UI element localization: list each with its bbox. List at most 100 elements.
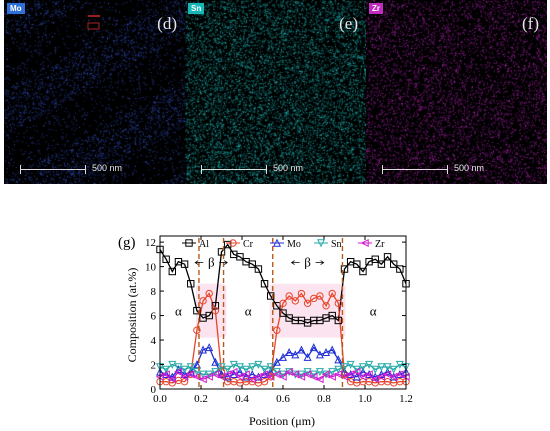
data-point-al bbox=[217, 248, 226, 256]
phase-label: α bbox=[175, 304, 182, 319]
data-point-zr bbox=[315, 375, 324, 384]
data-point-al bbox=[359, 267, 367, 276]
beta-arrow-left bbox=[290, 260, 300, 265]
data-point-cr bbox=[285, 292, 293, 300]
data-point-zr bbox=[309, 372, 318, 381]
data-point-al bbox=[223, 240, 232, 249]
data-point-al bbox=[168, 267, 177, 276]
data-point-zr bbox=[340, 372, 349, 381]
zr-map-image bbox=[366, 0, 547, 184]
data-point-mo bbox=[291, 350, 300, 359]
scale-bar: 500 nm bbox=[197, 163, 347, 177]
data-point-sn bbox=[229, 360, 238, 369]
data-point-mo bbox=[278, 352, 288, 361]
data-point-zr bbox=[377, 372, 386, 381]
data-point-al bbox=[279, 309, 287, 317]
data-point-mo bbox=[315, 350, 324, 359]
data-point-cr bbox=[205, 289, 213, 298]
data-point-mo bbox=[303, 352, 312, 361]
data-point-sn bbox=[168, 360, 177, 369]
data-point-mo bbox=[352, 372, 361, 381]
zr-map-tag: Zr bbox=[369, 3, 383, 14]
legend-marker-cr bbox=[229, 239, 237, 247]
data-point-mo bbox=[285, 347, 294, 356]
data-point-mo bbox=[328, 345, 337, 354]
data-point-cr bbox=[316, 292, 324, 300]
data-point-sn bbox=[199, 370, 208, 379]
data-point-mo bbox=[211, 357, 220, 366]
data-point-mo bbox=[254, 372, 263, 381]
x-tick-label: 0.0 bbox=[153, 393, 167, 405]
data-point-sn bbox=[254, 360, 263, 369]
data-point-zr bbox=[272, 370, 281, 379]
data-point-sn bbox=[334, 365, 343, 374]
data-point-sn bbox=[174, 363, 183, 372]
data-point-cr bbox=[211, 306, 220, 315]
legend-marker-al bbox=[185, 239, 193, 247]
data-point-cr bbox=[193, 326, 201, 334]
zr-map-panel: Zr (f) 500 nm bbox=[366, 0, 547, 184]
phase-label: α bbox=[245, 304, 252, 319]
mo-map-panel: Mo (d) 500 nm bbox=[4, 0, 185, 184]
y-tick-label: 2 bbox=[151, 360, 157, 372]
data-point-sn bbox=[260, 365, 269, 374]
data-point-sn bbox=[285, 368, 294, 377]
data-point-al bbox=[267, 292, 275, 300]
series-markers bbox=[155, 240, 411, 387]
legend: Al Cr Mo Sn Zr bbox=[182, 238, 385, 250]
data-point-cr bbox=[303, 299, 312, 308]
data-point-zr bbox=[260, 370, 269, 379]
data-point-mo bbox=[346, 369, 355, 379]
data-point-al bbox=[211, 302, 220, 310]
data-point-mo bbox=[192, 360, 201, 369]
data-point-zr bbox=[383, 370, 392, 379]
data-point-cr bbox=[260, 377, 269, 386]
data-point-al bbox=[236, 253, 244, 261]
legend-marker-mo bbox=[272, 238, 282, 247]
data-point-al bbox=[396, 265, 404, 273]
data-point-mo bbox=[260, 369, 269, 379]
data-point-zr bbox=[303, 370, 312, 379]
data-point-sn bbox=[242, 365, 251, 374]
y-tick-label: 4 bbox=[151, 335, 157, 347]
data-point-mo bbox=[395, 369, 404, 379]
data-point-zr bbox=[186, 370, 195, 379]
data-point-mo bbox=[322, 347, 331, 356]
data-point-zr bbox=[364, 370, 373, 379]
legend-label-al: Al bbox=[199, 239, 209, 250]
mo-map-image bbox=[4, 0, 185, 184]
phase-label: β bbox=[304, 255, 311, 270]
data-point-mo bbox=[272, 357, 281, 366]
data-point-zr bbox=[211, 370, 220, 379]
data-point-sn bbox=[162, 365, 171, 374]
data-point-sn bbox=[389, 365, 398, 374]
beta-highlight bbox=[195, 283, 227, 338]
data-point-cr bbox=[273, 326, 281, 334]
data-point-sn bbox=[322, 370, 331, 379]
data-point-sn bbox=[248, 363, 257, 372]
legend-label-mo: Mo bbox=[287, 239, 301, 250]
phase-annotations: α β α β α bbox=[175, 255, 377, 319]
sn-map-image bbox=[185, 0, 366, 184]
data-point-zr bbox=[278, 372, 287, 381]
composition-line-chart: 0.0 0.2 0.4 0.6 0.8 1.0 1.2 0 2 4 6 8 10 12 Al Cr Mo Sn… bbox=[118, 235, 413, 428]
data-point-sn bbox=[223, 365, 232, 374]
phase-label: α bbox=[370, 304, 377, 319]
data-point-sn bbox=[315, 368, 324, 377]
data-point-mo bbox=[389, 372, 398, 381]
data-point-sn bbox=[235, 363, 244, 372]
mo-map-tag: Mo bbox=[7, 3, 25, 14]
phase-boundaries bbox=[198, 238, 344, 389]
y-tick-label: 12 bbox=[145, 237, 156, 249]
data-point-zr bbox=[290, 370, 299, 379]
data-point-cr bbox=[199, 297, 207, 305]
data-point-mo bbox=[162, 369, 171, 379]
data-point-sn bbox=[383, 363, 392, 372]
data-point-al bbox=[187, 280, 195, 288]
data-point-al bbox=[328, 311, 336, 320]
data-point-cr bbox=[328, 289, 336, 298]
data-point-cr bbox=[297, 289, 306, 298]
data-point-sn bbox=[371, 365, 380, 374]
legend-label-zr: Zr bbox=[375, 239, 385, 250]
data-point-al bbox=[162, 255, 170, 263]
